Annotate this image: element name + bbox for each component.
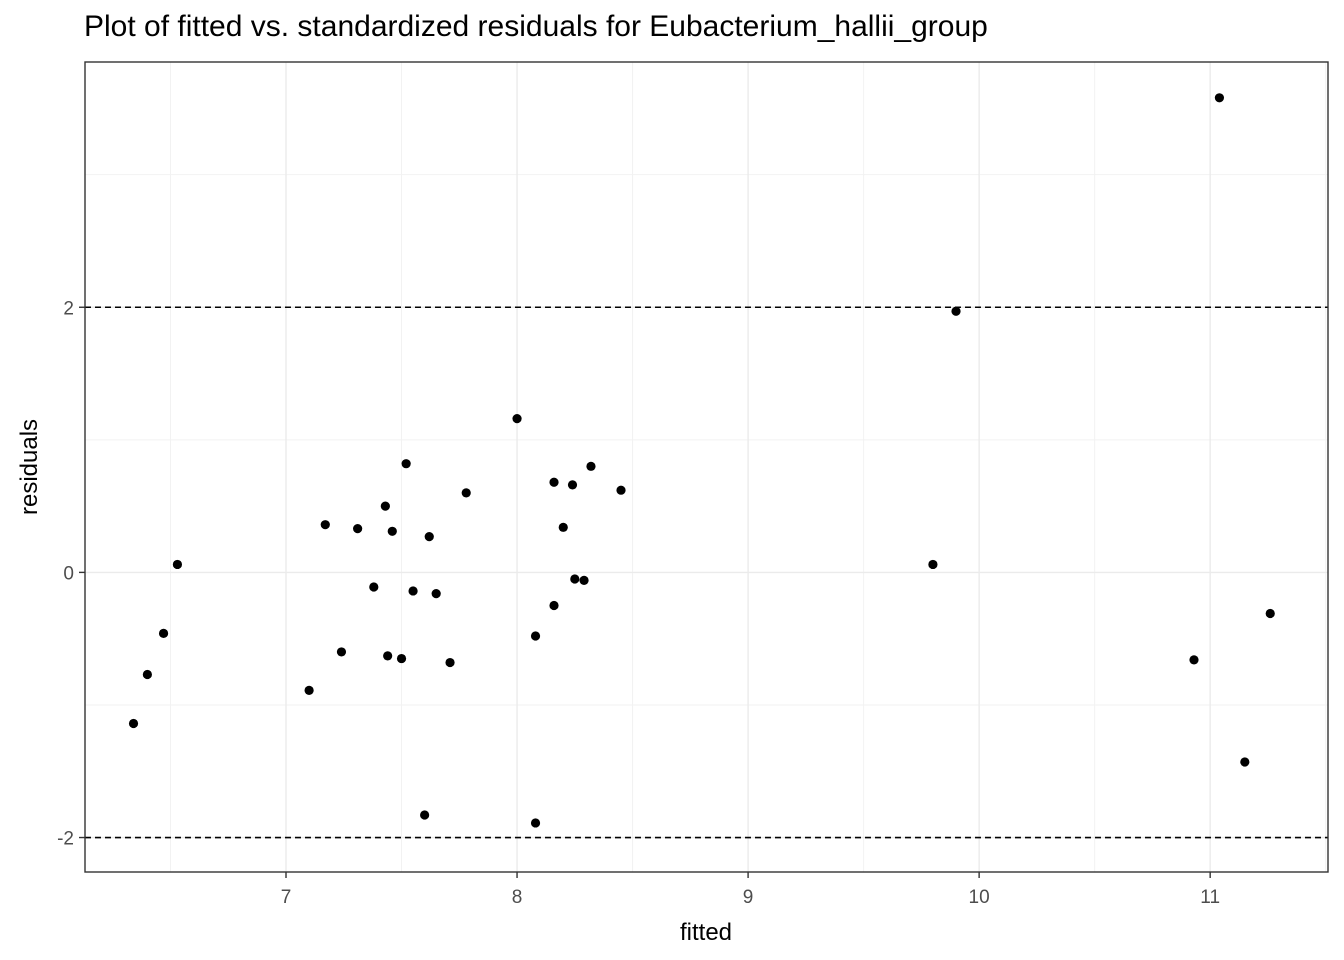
- data-point: [383, 651, 393, 661]
- reference-lines: [85, 306, 1328, 839]
- data-point: [616, 485, 626, 495]
- data-point: [380, 501, 390, 511]
- data-point: [549, 477, 559, 487]
- data-point: [387, 526, 397, 536]
- data-point: [424, 531, 434, 542]
- x-tick-label: 10: [969, 887, 990, 908]
- data-point: [396, 653, 407, 664]
- data-point: [158, 628, 169, 638]
- y-tick-label: -2: [57, 829, 74, 850]
- y-axis-title: residuals: [16, 419, 43, 515]
- data-point: [951, 306, 961, 316]
- chart-title: Plot of fitted vs. standardized residual…: [84, 10, 988, 43]
- x-axis-ticks: 7 8 9 10 11: [281, 872, 1220, 908]
- y-tick-label: 2: [63, 298, 74, 319]
- data-point: [408, 586, 418, 596]
- data-point: [320, 520, 330, 530]
- data-point: [304, 685, 314, 695]
- data-point: [401, 459, 411, 469]
- data-point: [586, 461, 596, 471]
- major-gridlines: [85, 62, 1328, 872]
- data-point: [142, 669, 152, 680]
- data-point: [445, 657, 455, 668]
- data-point: [369, 582, 379, 592]
- data-point: [128, 718, 139, 729]
- data-point: [1214, 93, 1225, 103]
- data-point: [530, 631, 541, 641]
- x-tick-label: 8: [512, 887, 523, 908]
- data-point: [420, 810, 430, 820]
- data-point: [1265, 608, 1275, 619]
- data-point: [431, 589, 441, 599]
- data-point: [530, 818, 541, 828]
- plot-panel-border: [84, 61, 1329, 873]
- y-tick-label: 0: [63, 563, 74, 584]
- data-point: [579, 575, 589, 585]
- y-axis-ticks: -2 0 2: [57, 298, 85, 850]
- x-tick-label: 11: [1200, 887, 1220, 908]
- data-point: [1189, 655, 1199, 665]
- data-point: [353, 524, 363, 534]
- x-tick-label: 9: [743, 887, 754, 908]
- data-point: [336, 647, 347, 657]
- data-point: [567, 480, 578, 490]
- data-point: [512, 414, 522, 424]
- data-point: [549, 600, 559, 611]
- data-point: [172, 559, 183, 570]
- data-points: [128, 93, 1275, 828]
- x-tick-label: 7: [281, 887, 292, 908]
- data-point: [1240, 757, 1250, 767]
- minor-gridlines: [85, 62, 1328, 872]
- data-point: [558, 522, 568, 532]
- data-point: [461, 488, 471, 498]
- data-point: [928, 559, 938, 570]
- x-axis-title: fitted: [680, 919, 732, 946]
- data-point: [570, 574, 580, 584]
